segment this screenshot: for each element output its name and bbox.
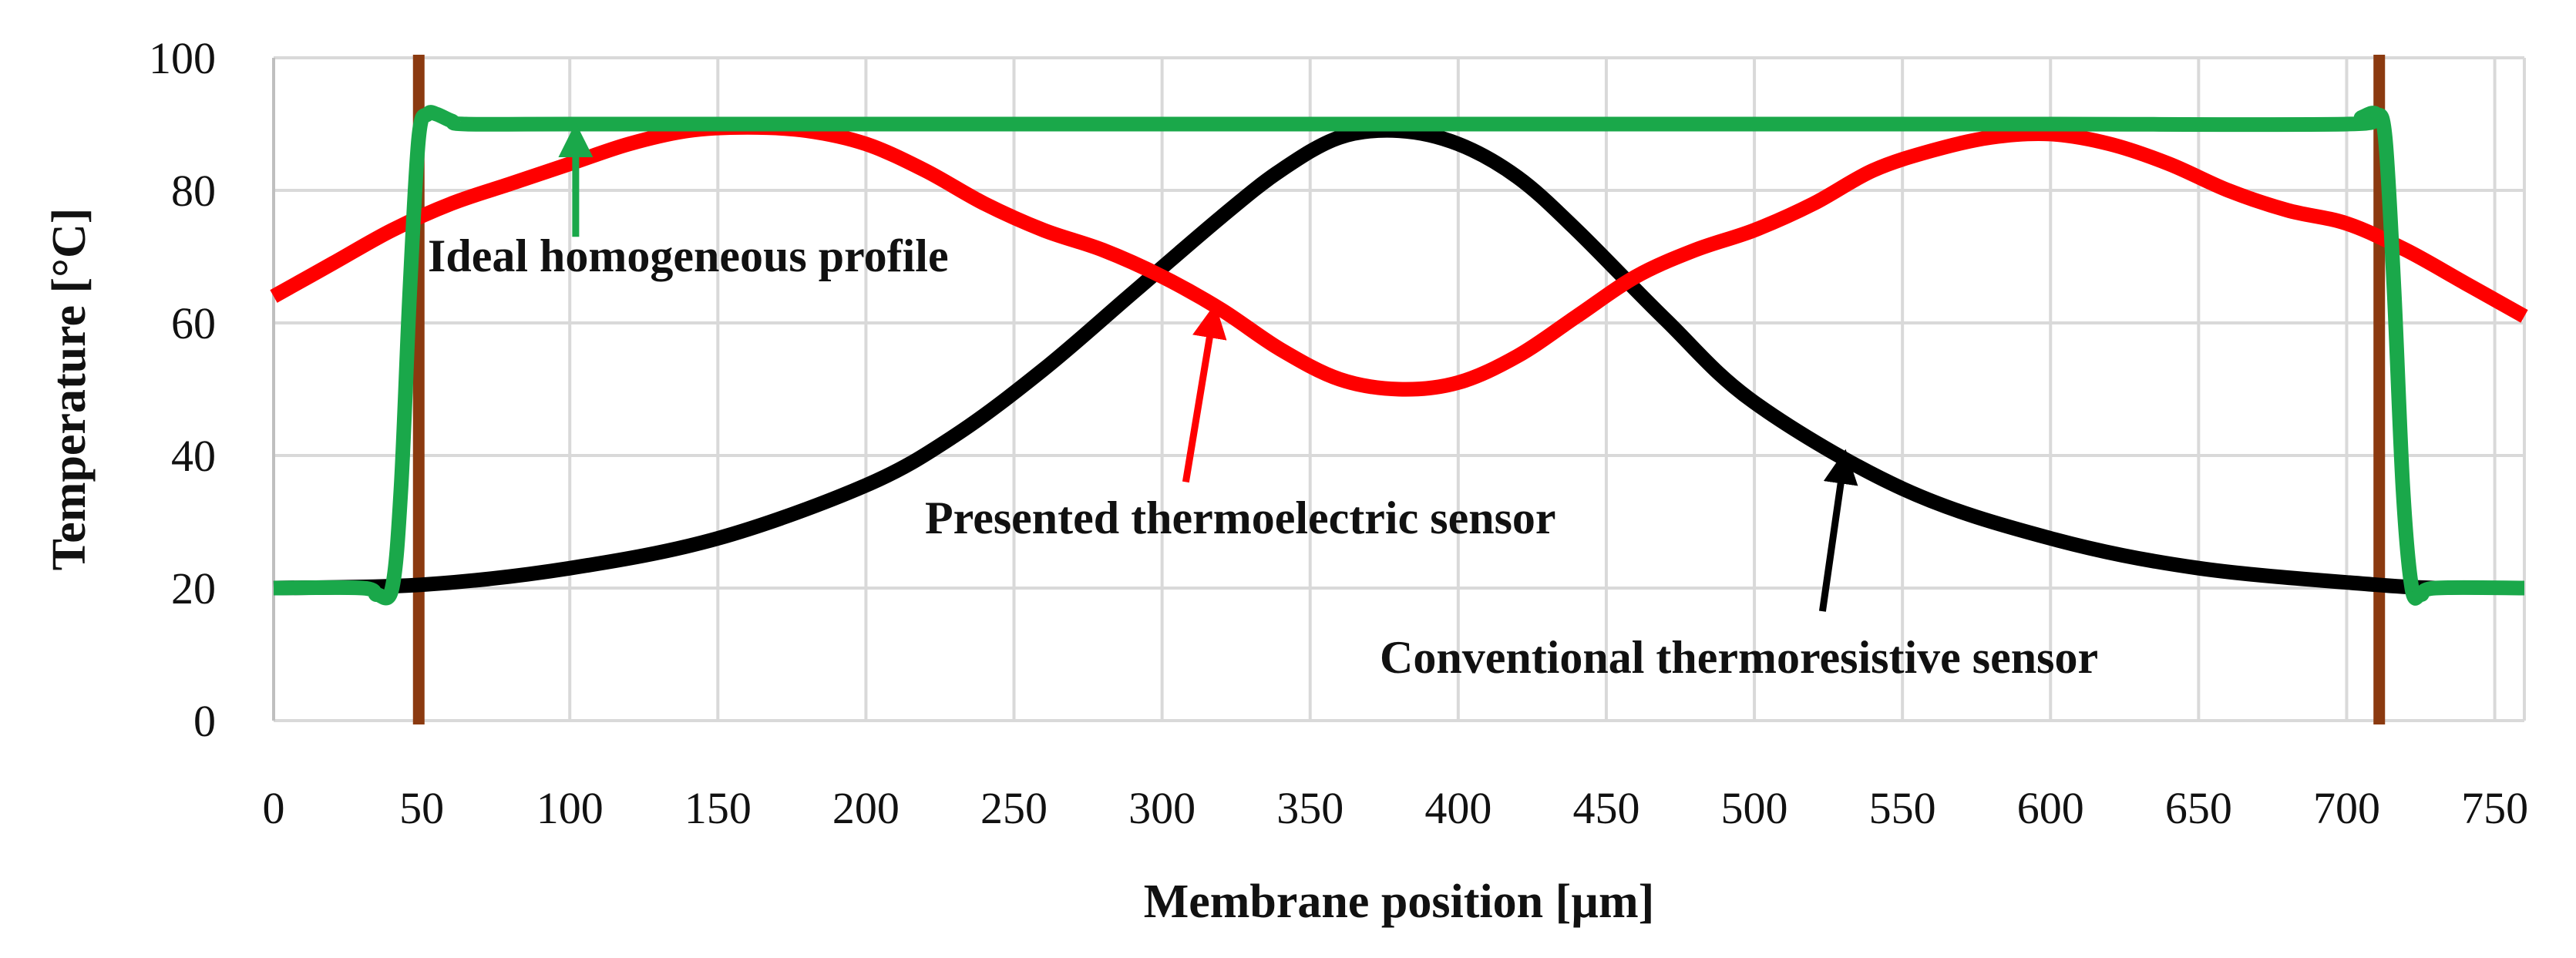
gridlines <box>272 56 2526 722</box>
arrow-conventional-thermoresistive-sensor <box>1818 449 1858 612</box>
x-tick-label: 100 <box>536 783 604 833</box>
annotations: Ideal homogeneous profile Presented therm… <box>428 123 2098 683</box>
y-tick-label: 100 <box>149 33 216 83</box>
x-tick-label: 250 <box>980 783 1048 833</box>
arrow-presented-thermoelectric-sensor <box>1182 303 1227 483</box>
x-tick-label: 150 <box>684 783 752 833</box>
y-tick-label: 40 <box>171 431 216 481</box>
series-ideal-homogeneous-profile <box>273 105 2525 606</box>
x-tick-label: 200 <box>832 783 900 833</box>
label-ideal-homogeneous-profile: Ideal homogeneous profile <box>428 230 949 281</box>
series-lines <box>270 105 2528 606</box>
tick-labels: 0 50 100 150 200 250 300 350 400 450 500 550 600 650 7… <box>149 33 2528 833</box>
series-presented-thermoelectric-sensor <box>270 119 2528 397</box>
x-tick-label: 50 <box>399 783 444 833</box>
x-tick-label: 450 <box>1572 783 1639 833</box>
x-tick-label: 650 <box>2165 783 2232 833</box>
x-tick-label: 550 <box>1869 783 1936 833</box>
x-tick-label: 700 <box>2313 783 2380 833</box>
x-tick-label: 500 <box>1721 783 1788 833</box>
label-presented-thermoelectric-sensor: Presented thermoelectric sensor <box>925 492 1556 543</box>
y-axis-title: Temperature [°C] <box>43 208 96 571</box>
x-axis-title: Membrane position [µm] <box>1144 876 1655 928</box>
x-tick-label: 600 <box>2017 783 2084 833</box>
label-conventional-thermoresistive-sensor: Conventional thermoresistive sensor <box>1380 632 2098 683</box>
series-conventional-thermoresistive-sensor <box>273 123 2436 596</box>
x-tick-label: 350 <box>1276 783 1343 833</box>
x-tick-label: 400 <box>1424 783 1491 833</box>
x-tick-label: 750 <box>2461 783 2528 833</box>
y-tick-label: 80 <box>171 166 216 216</box>
x-tick-label: 0 <box>263 783 285 833</box>
y-tick-label: 0 <box>193 696 216 746</box>
y-tick-label: 20 <box>171 563 216 613</box>
x-tick-label: 300 <box>1128 783 1196 833</box>
y-tick-label: 60 <box>171 298 216 348</box>
